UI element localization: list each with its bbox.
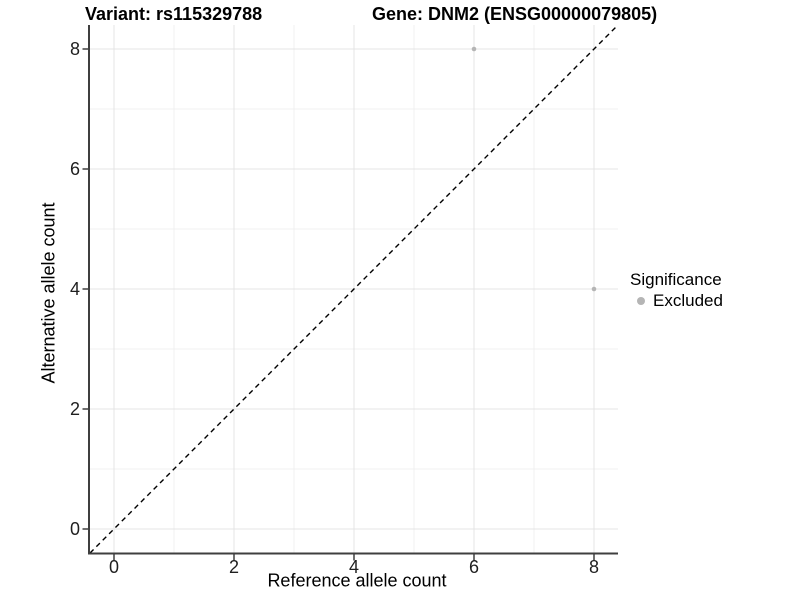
y-tick-label: 4 xyxy=(70,279,80,299)
x-axis-title: Reference allele count xyxy=(267,570,447,591)
legend-items: Excluded xyxy=(630,291,723,310)
x-tick-label: 2 xyxy=(229,557,239,577)
x-tick-label: 8 xyxy=(589,557,599,577)
x-tick-label: 4 xyxy=(349,557,359,577)
y-axis-title: Alternative allele count xyxy=(38,202,59,384)
data-point xyxy=(591,286,597,292)
legend-key-dot-icon xyxy=(637,296,645,305)
data-point xyxy=(471,46,477,52)
x-tick-label: 0 xyxy=(109,557,119,577)
y-tick-label: 0 xyxy=(70,519,80,539)
y-tick-label: 2 xyxy=(70,399,80,419)
gene-title: Gene: DNM2 (ENSG00000079805) xyxy=(372,4,658,24)
y-tick-label: 8 xyxy=(70,39,80,59)
identity-line xyxy=(89,24,619,554)
legend-item: Excluded xyxy=(630,291,723,310)
x-tick-label: 6 xyxy=(469,557,479,577)
y-tick-label: 6 xyxy=(70,159,80,179)
legend: Significance Excluded xyxy=(630,270,723,310)
variant-title: Variant: rs115329788 xyxy=(85,4,263,24)
legend-title: Significance xyxy=(630,270,722,289)
legend-item-label: Excluded xyxy=(653,291,723,310)
